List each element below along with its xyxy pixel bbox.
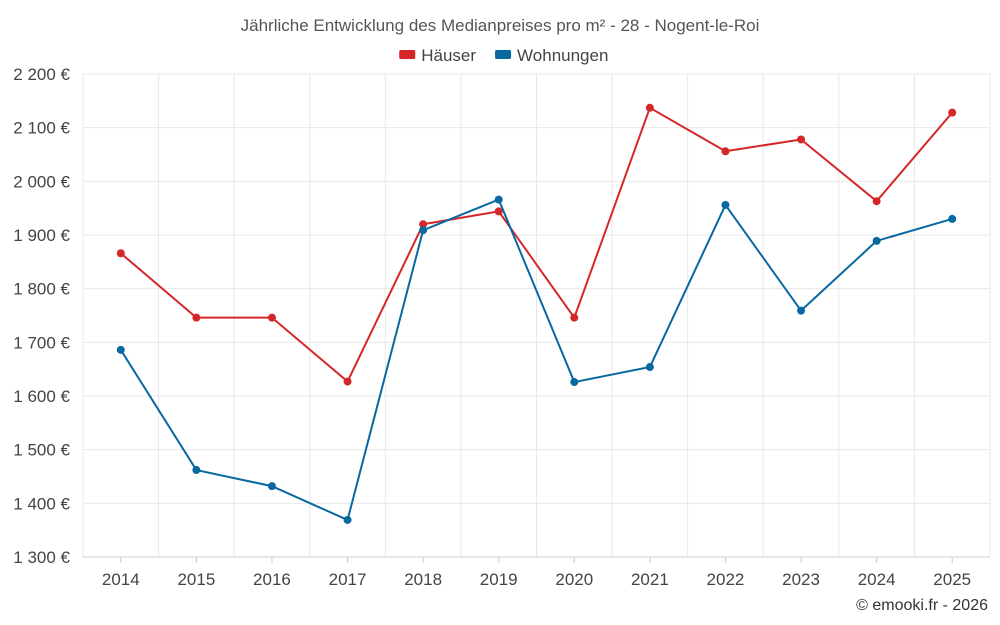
data-point[interactable] — [343, 377, 352, 386]
y-tick-label: 2 000 € — [13, 172, 70, 191]
x-tick-label: 2021 — [631, 570, 669, 589]
y-tick-label: 1 900 € — [13, 226, 70, 245]
x-tick-label: 2020 — [555, 570, 593, 589]
x-tick-label: 2015 — [177, 570, 215, 589]
series-line — [120, 106, 953, 383]
y-tick-label: 1 800 € — [13, 280, 70, 299]
data-point[interactable] — [267, 482, 276, 491]
x-tick-label: 2014 — [102, 570, 140, 589]
data-point[interactable] — [419, 226, 428, 235]
x-tick-label: 2017 — [329, 570, 367, 589]
data-point[interactable] — [872, 236, 881, 245]
legend-swatch — [399, 50, 416, 59]
data-point[interactable] — [721, 147, 730, 156]
data-point[interactable] — [721, 200, 730, 209]
data-point[interactable] — [948, 214, 957, 223]
data-point[interactable] — [948, 108, 957, 117]
data-point[interactable] — [494, 195, 503, 204]
x-tick-label: 2025 — [933, 570, 971, 589]
legend-label: Wohnungen — [517, 46, 608, 65]
x-tick-label: 2023 — [782, 570, 820, 589]
data-point[interactable] — [570, 313, 579, 322]
grid — [82, 73, 991, 558]
data-point[interactable] — [192, 466, 201, 475]
data-point[interactable] — [494, 207, 503, 216]
legend-item-häuser[interactable]: Häuser — [399, 46, 476, 65]
y-tick-label: 1 500 € — [13, 441, 70, 460]
y-tick-label: 1 600 € — [13, 387, 70, 406]
x-tick-label: 2019 — [480, 570, 518, 589]
y-tick-label: 1 400 € — [13, 494, 70, 513]
credit-text: © emooki.fr - 2026 — [856, 597, 988, 614]
legend-label: Häuser — [421, 46, 476, 65]
series-häuser — [116, 103, 957, 386]
data-point[interactable] — [343, 515, 352, 524]
y-tick-label: 2 100 € — [13, 119, 70, 138]
data-point[interactable] — [645, 363, 654, 372]
data-point[interactable] — [570, 378, 579, 387]
legend: Häuser Wohnungen — [399, 46, 608, 65]
chart-title: Jährliche Entwicklung des Medianpreises … — [241, 16, 760, 35]
series-wohnungen — [116, 195, 957, 524]
x-tick-label: 2016 — [253, 570, 291, 589]
y-tick-label: 1 300 € — [13, 548, 70, 567]
data-point[interactable] — [797, 135, 806, 144]
y-axis: 1 300 € 1 400 € 1 500 € 1 600 € 1 700 € 1 800… — [13, 65, 70, 567]
data-point[interactable] — [192, 313, 201, 322]
x-tick-label: 2018 — [404, 570, 442, 589]
data-point[interactable] — [116, 249, 125, 258]
y-tick-label: 2 200 € — [13, 65, 70, 84]
series-line — [119, 198, 953, 521]
data-point[interactable] — [872, 197, 881, 206]
series-layer — [116, 103, 957, 524]
data-point[interactable] — [267, 313, 276, 322]
data-point[interactable] — [797, 306, 806, 315]
legend-item-wohnungen[interactable]: Wohnungen — [495, 46, 608, 65]
x-tick-label: 2024 — [858, 570, 896, 589]
data-point[interactable] — [419, 220, 428, 229]
y-tick-label: 1 700 € — [13, 333, 70, 352]
x-tick-label: 2022 — [707, 570, 745, 589]
data-point[interactable] — [645, 103, 654, 112]
x-axis: 2014 2015 2016 2017 2018 2019 2020 2021 2022 2023… — [102, 557, 971, 589]
data-point[interactable] — [116, 345, 125, 354]
legend-swatch — [495, 50, 512, 59]
